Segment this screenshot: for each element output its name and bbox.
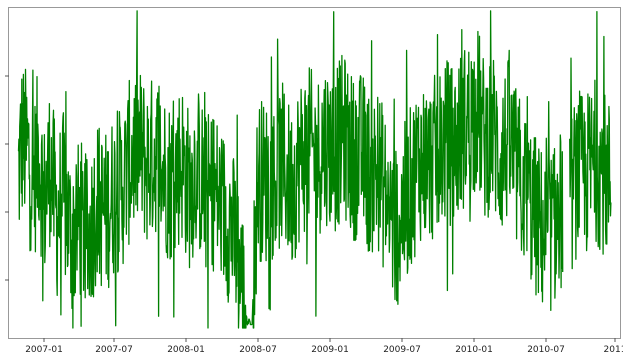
series-line	[17, 10, 612, 329]
series-layer	[17, 10, 612, 329]
y-axis-ticks	[5, 75, 9, 281]
x-tick-label-0: 2007-01	[25, 345, 63, 354]
x-tick-label-7: 2010-07	[527, 345, 565, 354]
x-axis-ticks: 2007-01 2007-07 2008-01 2008-07 2009-01 2009-…	[25, 338, 623, 354]
x-tick-label-3: 2008-07	[239, 345, 277, 354]
x-tick-label-2: 2008-01	[167, 345, 205, 354]
x-tick-label-4: 2009-01	[311, 345, 349, 354]
x-tick-label-5: 2009-07	[383, 345, 421, 354]
x-tick-label-6: 2010-01	[455, 345, 493, 354]
x-tick-label-8: 2011	[604, 345, 623, 354]
x-tick-label-1: 2007-07	[95, 345, 133, 354]
